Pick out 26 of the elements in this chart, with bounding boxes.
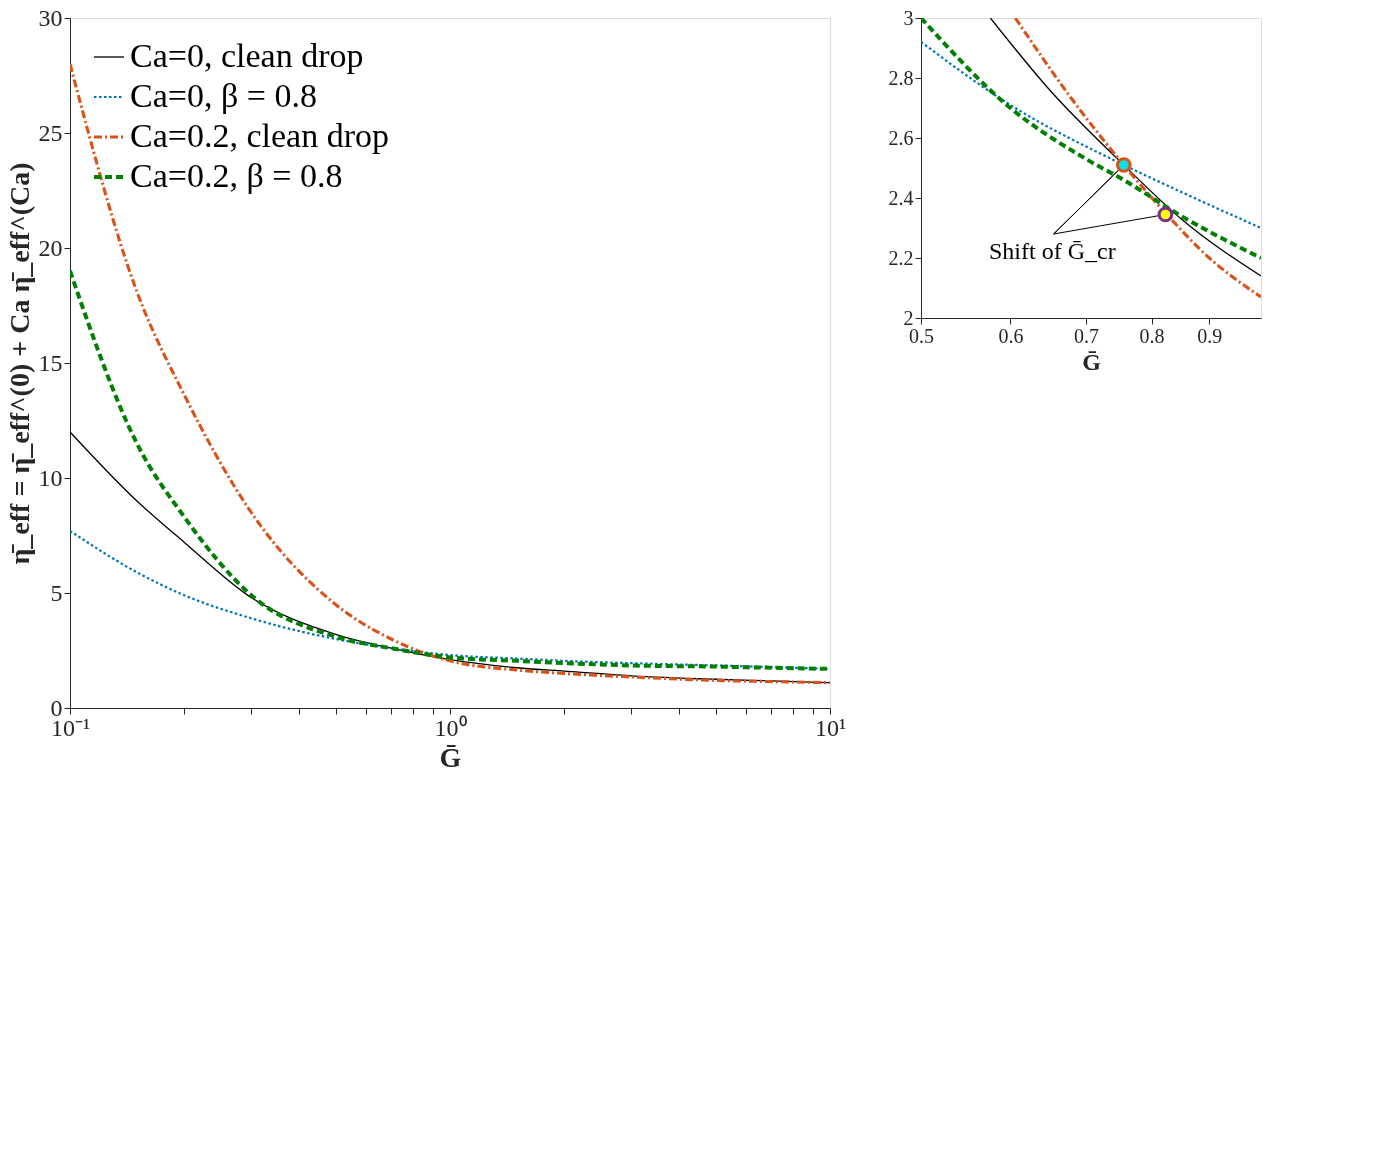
x-axis-title: Ḡ: [439, 741, 462, 773]
y-tick-label: 5: [50, 579, 63, 606]
legend-label: Ca=0, clean drop: [130, 37, 364, 74]
y-tick-label: 15: [38, 349, 63, 376]
y-tick-label: 25: [38, 119, 63, 146]
y-tick-label: 2.2: [888, 246, 914, 269]
x-tick-label: 10¹: [814, 714, 847, 741]
legend-label: Ca=0, β = 0.8: [130, 77, 317, 114]
x-tick-label: 0.7: [1074, 324, 1100, 347]
legend-label: Ca=0.2, clean drop: [130, 117, 389, 154]
y-tick-label: 10: [38, 464, 63, 491]
x-axis-title: Ḡ: [1082, 348, 1102, 375]
y-tick-label: 30: [38, 4, 63, 31]
legend-label: Ca=0.2, β = 0.8: [130, 157, 343, 194]
y-tick-label: 0: [50, 694, 63, 721]
y-tick-label: 20: [38, 234, 63, 261]
x-tick-label: 10⁰: [434, 714, 467, 741]
y-tick-label: 2.4: [888, 186, 914, 209]
y-axis-title: η̄_eff = η̄_eff^(0) + Ca η̄_eff^(Ca): [3, 162, 35, 565]
annotation: Shift of Ḡ_cr: [989, 238, 1116, 264]
y-tick-label: 2.8: [888, 66, 914, 89]
y-tick-label: 3: [903, 6, 914, 29]
y-tick-label: 2.6: [888, 126, 914, 149]
x-tick-label: 0.9: [1197, 324, 1223, 347]
x-tick-label: 0.8: [1139, 324, 1165, 347]
x-tick-label: 0.6: [998, 324, 1024, 347]
